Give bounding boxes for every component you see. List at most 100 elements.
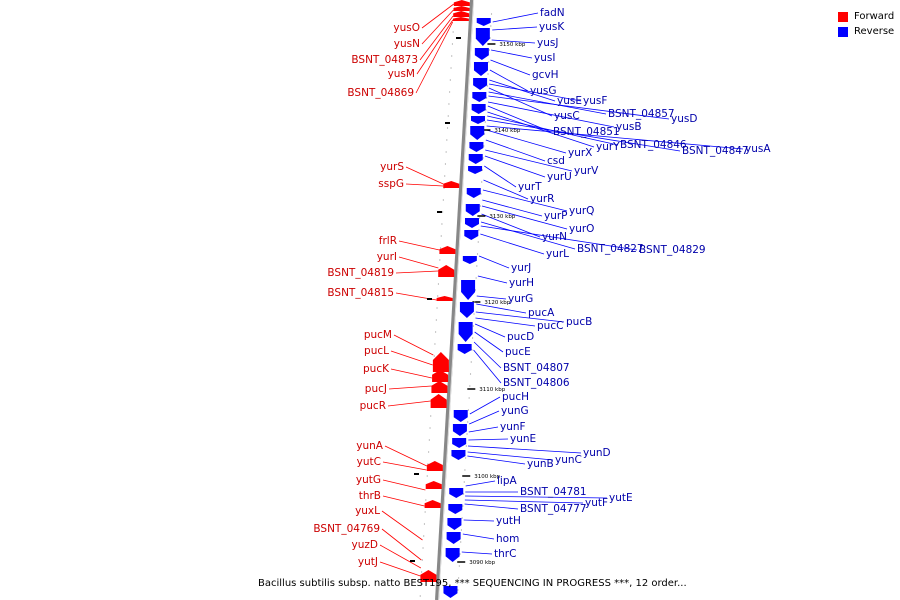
scale-dot (447, 115, 449, 117)
gene-label-fadn: fadN (540, 7, 565, 19)
scale-dot (419, 595, 421, 597)
reverse-gene-arrow (459, 302, 474, 318)
scale-dot (426, 475, 428, 477)
gene-arrows (410, 0, 491, 598)
gene-labels: yusO yusN BSNT_04873 yusM BSNT_04869 yurS sspG… (313, 7, 771, 568)
gene-label-yurl: yurL (546, 248, 569, 260)
gene-label-yusc: yusC (554, 110, 580, 122)
reverse-gene-arrow (473, 78, 488, 90)
gene-label-bsnt-04846: BSNT_04846 (620, 139, 687, 151)
forward-gene-arrow (453, 11, 470, 17)
gene-label-yusm: yusM (388, 68, 415, 80)
reverse-gene-arrow (464, 230, 479, 240)
feature-marker (445, 122, 450, 124)
reverse-leader-line (481, 205, 568, 230)
scale-dot (446, 127, 449, 129)
scale-dot (475, 277, 477, 279)
scale-dot (460, 529, 463, 531)
reverse-leader-line (487, 111, 595, 148)
reverse-gene-arrow (448, 504, 463, 514)
forward-gene-arrow (453, 6, 470, 11)
scale-dot (423, 535, 425, 537)
legend-reverse: Reverse (838, 24, 894, 39)
reverse-leader-line (462, 533, 495, 540)
forward-leader-line (379, 561, 421, 577)
reverse-leader-line (469, 396, 501, 415)
scale-dot (490, 25, 492, 27)
gene-label-yurs: yurS (380, 161, 404, 173)
scale-dot (483, 145, 485, 147)
scale-dot (439, 259, 441, 261)
scale-dot (423, 523, 426, 525)
reverse-gene-arrow (476, 18, 491, 26)
gene-label-gcvh: gcvH (532, 69, 559, 81)
gene-label-bsnt-04847: BSNT_04847 (682, 145, 749, 157)
forward-gene-arrow (432, 370, 449, 382)
reverse-leader-line (473, 349, 502, 384)
forward-leader-line (381, 510, 423, 541)
scale-dot (435, 319, 437, 321)
scale-dot (478, 229, 480, 231)
reverse-leader-line (463, 519, 495, 522)
gene-label-bsnt-04777: BSNT_04777 (520, 503, 587, 515)
reverse-gene-arrow (451, 450, 466, 460)
gene-label-yusb: yusB (616, 121, 642, 133)
forward-gene-arrow (432, 352, 449, 372)
gene-label-yuso: yusO (393, 22, 420, 34)
forward-leader-line (381, 528, 422, 561)
reverse-gene-arrow (469, 142, 484, 152)
scale-dot (469, 373, 472, 375)
gene-label-yuri: yurI (377, 251, 397, 263)
reverse-leader-line (487, 101, 615, 128)
reverse-gene-arrow (452, 424, 467, 436)
reverse-leader-line (486, 119, 681, 152)
gene-label-pucm: pucM (364, 329, 392, 341)
scale-dot (476, 253, 479, 255)
scale-dot (487, 73, 489, 75)
gene-label-puck: pucK (363, 363, 390, 375)
position-ticks: 3150 kbp 3140 kbp 3130 kbp 3120 kbp 3110 kbp… (419, 7, 526, 597)
scale-dot (442, 199, 444, 201)
forward-leader-line (398, 256, 439, 269)
reverse-gene-arrow (466, 188, 481, 198)
tick-label: 3120 kbp (484, 300, 510, 306)
reverse-label: Reverse (854, 26, 895, 37)
scale-dot (451, 55, 453, 57)
gene-label-yuse: yusE (557, 95, 582, 107)
gene-label-sspg: sspG (378, 178, 404, 190)
gene-label-yuzd: yuzD (352, 539, 378, 551)
forward-leader-line (395, 270, 439, 274)
scale-dot (420, 583, 422, 585)
gene-label-yusj: yusJ (537, 37, 558, 49)
reverse-gene-arrow (445, 548, 460, 562)
gene-label-yuro: yurO (569, 223, 594, 235)
gene-label-csd: csd (547, 155, 565, 167)
label-leaders (379, 3, 744, 577)
reverse-leader-line (489, 83, 582, 102)
reverse-leader-line (488, 87, 553, 117)
genome-caption: Bacillus subtilis subsp. natto BEST195, … (258, 578, 687, 589)
forward-gene-arrow (420, 570, 437, 582)
forward-gene-arrow (426, 461, 443, 471)
forward-swatch (838, 11, 848, 22)
gene-label-pucr: pucR (360, 400, 386, 412)
gene-label-yunb: yunB (527, 458, 554, 470)
reverse-leader-line (484, 155, 546, 178)
reverse-gene-arrow (471, 104, 486, 114)
scale-dot (474, 301, 476, 303)
scale-dot (462, 505, 464, 507)
genome-backbone (435, 0, 475, 600)
gene-label-yurp: yurP (544, 210, 568, 222)
reverse-leader-line (476, 295, 507, 300)
gene-label-yusd: yusD (671, 113, 697, 125)
gene-label-yusk: yusK (539, 21, 565, 33)
scale-dot (463, 481, 465, 483)
gene-label-bsnt-04873: BSNT_04873 (351, 54, 418, 66)
scale-dot (465, 445, 467, 447)
forward-leader-line (390, 350, 433, 366)
forward-leader-line (405, 166, 444, 185)
gene-label-yusf: yusF (583, 95, 607, 107)
gene-label-yurg: yurG (508, 293, 533, 305)
scale-dot (445, 151, 447, 153)
